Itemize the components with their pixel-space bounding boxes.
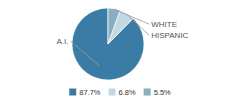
slice-label: WHITE — [151, 20, 177, 29]
chart-container: A.I. HISPANIC WHITE 87.7% 6.8% 5.5% — [0, 0, 240, 100]
pie-slice — [108, 8, 120, 44]
slice-label: HISPANIC — [151, 31, 188, 40]
legend-swatch — [69, 89, 76, 96]
pie-slice — [72, 8, 144, 80]
leader-line — [127, 14, 149, 35]
leader-line — [114, 9, 149, 24]
leader-line — [70, 41, 99, 66]
legend-item: 5.5% — [144, 88, 171, 97]
legend-swatch — [109, 89, 116, 96]
legend-label: 6.8% — [119, 88, 136, 97]
chart: A.I. HISPANIC WHITE 87.7% 6.8% 5.5% — [0, 0, 240, 100]
legend-item: 87.7% — [69, 88, 101, 97]
legend-item: 6.8% — [109, 88, 136, 97]
legend: 87.7% 6.8% 5.5% — [69, 88, 171, 97]
legend-label: 87.7% — [79, 88, 101, 97]
legend-swatch — [144, 89, 151, 96]
pie: A.I. HISPANIC WHITE — [56, 8, 188, 80]
legend-label: 5.5% — [154, 88, 171, 97]
slice-label: A.I. — [56, 37, 68, 46]
